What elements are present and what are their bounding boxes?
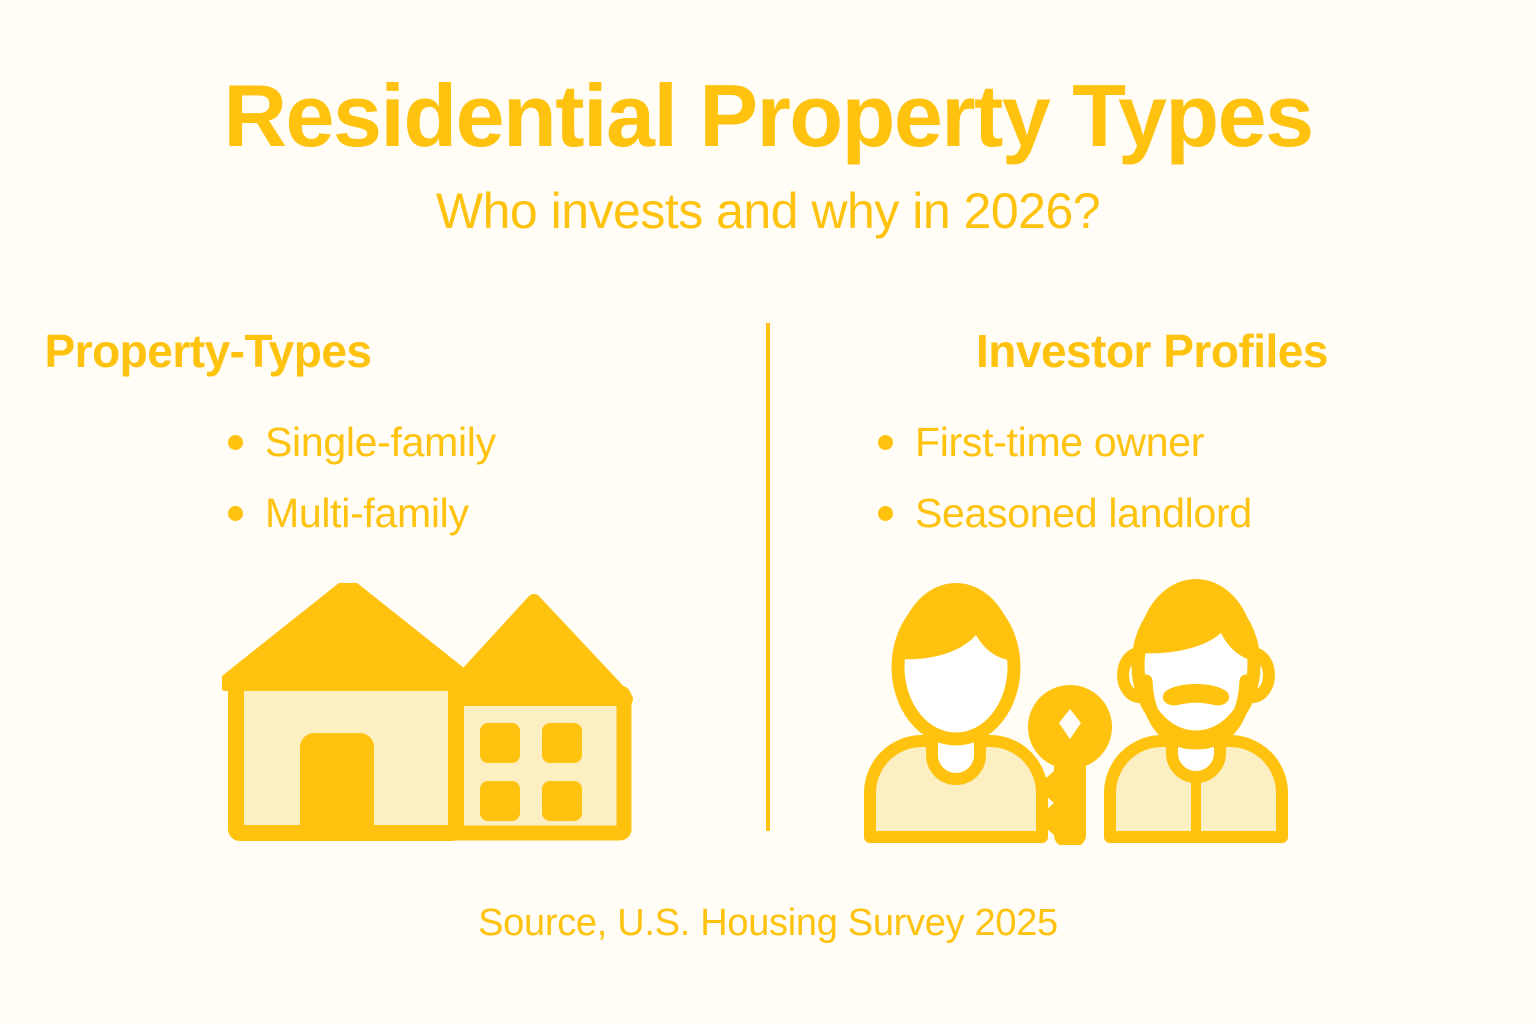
two-investors-with-key-icon: [864, 579, 1288, 845]
key-tooth-lower: [1036, 803, 1054, 835]
list-item: Single-family: [228, 422, 496, 463]
singlefamily-roof: [222, 583, 478, 691]
investor-first-time-owner: [864, 583, 1048, 843]
column-heading-property-types: Property-Types: [44, 325, 372, 377]
list-item: Seasoned landlord: [878, 493, 1252, 534]
bullet-dot-icon: [228, 435, 243, 450]
page-subtitle: Who invests and why in 2026?: [435, 183, 1101, 239]
two-houses-icon: [222, 583, 633, 841]
list-item: First-time owner: [878, 422, 1252, 463]
columns-container: Property-Types Single-family Multi-famil…: [0, 310, 1536, 870]
list-item-label: Single-family: [265, 419, 496, 465]
list-item-label: Multi-family: [265, 490, 469, 536]
key-hole: [1059, 709, 1081, 739]
column-heading-investor-profiles: Investor Profiles: [976, 325, 1328, 377]
hair: [898, 583, 1014, 661]
column-property-types: Property-Types Single-family Multi-famil…: [0, 310, 768, 870]
door-icon: [300, 733, 374, 833]
beard: [1139, 674, 1253, 750]
shoulders: [864, 735, 1048, 843]
source-caption: Source, U.S. Housing Survey 2025: [478, 902, 1058, 944]
bullet-dot-icon: [878, 506, 893, 521]
column-divider: [766, 323, 770, 831]
investor-seasoned-landlord: [1104, 579, 1288, 843]
header: Residential Property Types Who invests a…: [0, 66, 1536, 239]
bullet-list-investor-profiles: First-time owner Seasoned landlord: [878, 422, 1252, 564]
window-bottom-left: [480, 781, 520, 821]
multifamily-roof: [437, 594, 633, 706]
key-tooth-upper: [1036, 771, 1054, 803]
window-top-right: [542, 723, 582, 763]
bullet-dot-icon: [228, 506, 243, 521]
window-top-left: [480, 723, 520, 763]
hair: [1138, 579, 1254, 661]
page-title: Residential Property Types: [223, 66, 1314, 165]
window-bottom-right: [542, 781, 582, 821]
list-item: Multi-family: [228, 493, 496, 534]
key-icon: [1028, 685, 1112, 845]
key-shaft: [1054, 763, 1086, 845]
multifamily-body: [442, 685, 632, 841]
column-investor-profiles: Investor Profiles First-time owner Seaso…: [768, 310, 1536, 870]
list-item-label: First-time owner: [915, 419, 1205, 465]
bullet-dot-icon: [878, 435, 893, 450]
list-item-label: Seasoned landlord: [915, 490, 1252, 536]
bullet-list-property-types: Single-family Multi-family: [228, 422, 496, 564]
mustache: [1162, 684, 1230, 706]
